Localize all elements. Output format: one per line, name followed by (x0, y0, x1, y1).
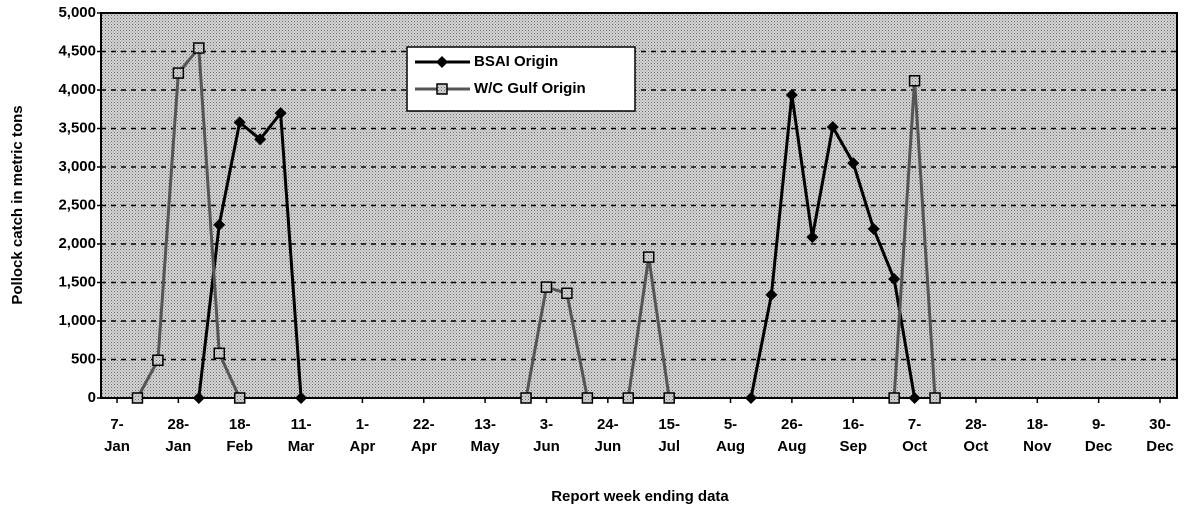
marker (193, 42, 205, 54)
y-tick-label: 4,000 (58, 81, 96, 98)
y-tick-label: 0 (88, 389, 96, 406)
x-tick-label: 7-Oct (902, 416, 927, 455)
marker (908, 392, 921, 404)
x-tick-label: 22-Apr (411, 416, 437, 455)
marker (929, 392, 941, 404)
marker (172, 67, 185, 79)
marker (867, 222, 880, 235)
y-axis-title: Pollock catch in metric tons (9, 105, 26, 304)
x-tick-label: 9-Dec (1085, 416, 1113, 455)
x-tick-label: 3-Jun (533, 416, 560, 455)
x-tick-label: 26-Aug (777, 416, 806, 455)
legend-label: W/C Gulf Origin (474, 80, 586, 97)
marker (908, 75, 921, 87)
marker (765, 288, 778, 301)
marker (233, 116, 246, 129)
marker (233, 392, 246, 404)
marker (436, 56, 448, 68)
marker (152, 354, 164, 367)
marker (806, 231, 819, 244)
x-tick-label: 16-Sep (839, 416, 867, 455)
y-tick-label: 1,000 (58, 312, 96, 329)
x-tick-label: 28-Jan (165, 416, 191, 455)
marker (581, 392, 594, 404)
marker (888, 392, 900, 404)
marker (295, 392, 308, 404)
x-tick-label: 13-May (471, 416, 501, 455)
y-tick-label: 500 (71, 350, 96, 367)
marker (642, 251, 655, 263)
y-tick-label: 2,000 (58, 235, 96, 252)
marker (254, 133, 267, 146)
x-tick-label: 11-Mar (288, 416, 315, 455)
y-tick-label: 1,500 (58, 273, 96, 290)
marker (192, 392, 205, 404)
x-tick-label: 1-Apr (349, 416, 375, 455)
legend: BSAI Origin W/C Gulf Origin (406, 46, 636, 112)
x-tick-label: 18-Nov (1023, 416, 1052, 455)
x-axis-title: Report week ending data (551, 488, 729, 505)
x-tick-label: 30-Dec (1146, 416, 1174, 455)
series-line (136, 44, 937, 399)
marker (744, 392, 757, 404)
y-tick-label: 3,500 (58, 119, 96, 136)
marker (888, 273, 901, 286)
marker (826, 120, 839, 133)
x-tick-label: 28-Oct (963, 416, 988, 455)
marker (622, 392, 635, 404)
x-tick-label: 7-Jan (104, 416, 130, 455)
marker (274, 107, 287, 120)
x-tick-label: 5-Aug (716, 416, 745, 455)
y-tick-label: 4,500 (58, 42, 96, 59)
marker (131, 392, 144, 404)
marker (540, 281, 553, 293)
legend-label: BSAI Origin (474, 53, 558, 70)
x-tick-label: 15-Jul (658, 416, 680, 455)
y-tick-label: 2,500 (58, 196, 96, 213)
marker (663, 392, 675, 404)
marker (213, 218, 226, 231)
legend-box (406, 46, 636, 112)
y-tick-label: 3,000 (58, 158, 96, 175)
marker (785, 89, 798, 102)
marker (520, 392, 532, 404)
x-tick-label: 24-Jun (594, 416, 621, 455)
marker (847, 157, 860, 170)
marker (436, 83, 448, 95)
y-tick-label: 5,000 (58, 4, 96, 21)
marker (561, 287, 573, 300)
marker (213, 347, 226, 360)
x-tick-label: 18-Feb (226, 416, 253, 455)
